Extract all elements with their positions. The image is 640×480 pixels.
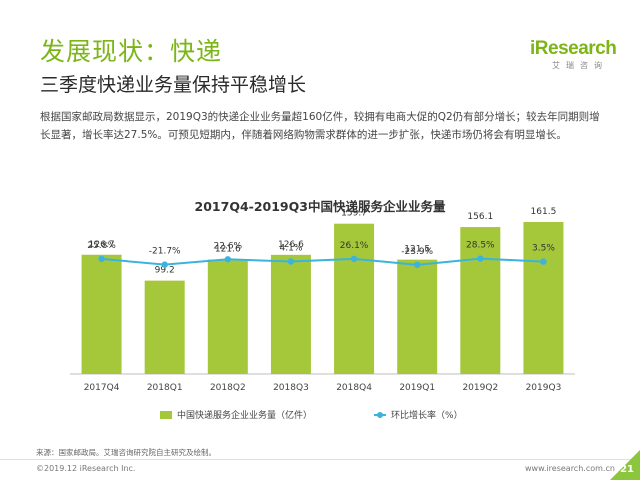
bar-value-label: 126.6 (278, 240, 304, 250)
legend-line-swatch (374, 411, 387, 418)
bar-value-label: 121.5 (404, 245, 430, 255)
growth-rate-label: 28.5% (466, 241, 495, 251)
bar-2019Q2 (460, 227, 501, 374)
growth-point-2017Q4 (98, 255, 105, 263)
x-tick-label: 2018Q4 (336, 383, 372, 393)
bar-value-label: 126.7 (89, 240, 115, 250)
logo-subtext: 艾瑞咨询 (552, 61, 608, 70)
bar-2019Q1 (397, 259, 438, 374)
chart-legend: 中国快递服务企业业务量（亿件） 环比增长率（%） (160, 408, 525, 421)
growth-rate-line (101, 257, 544, 266)
bar-2018Q1 (144, 280, 185, 374)
x-tick-label: 2018Q1 (147, 383, 183, 393)
bar-2018Q3 (270, 254, 311, 374)
x-tick-label: 2018Q3 (273, 383, 309, 393)
growth-rate-label: -21.7% (149, 247, 181, 257)
page-subtitle: 三季度快递业务量保持平稳增长 (40, 74, 307, 96)
footer-url[interactable]: www.iresearch.com.cn (525, 464, 615, 473)
growth-rate-label: 25.8% (87, 241, 116, 251)
growth-point-2019Q3 (540, 258, 547, 265)
bar-value-label: 159.7 (341, 209, 367, 219)
iresearch-logo: iResearch 艾瑞咨询 (530, 38, 617, 71)
legend-bar-swatch (160, 410, 172, 419)
x-tick-label: 2019Q1 (399, 383, 435, 393)
page-number: 21 (620, 464, 634, 475)
bar-2018Q2 (207, 259, 248, 374)
bar-value-label: 99.2 (155, 266, 175, 276)
legend-label-volume: 中国快递服务企业业务量（亿件） (177, 411, 313, 421)
chart-title: 2017Q4-2019Q3中国快递服务企业业务量 (194, 199, 446, 214)
bar-value-label: 121.6 (215, 245, 241, 255)
x-tick-label: 2018Q2 (210, 383, 246, 393)
growth-point-2019Q2 (477, 255, 484, 262)
growth-rate-label: -23.9% (401, 247, 433, 257)
page-corner-triangle (610, 450, 640, 480)
legend-label-growth: 环比增长率（%） (391, 411, 463, 421)
x-tick-label: 2017Q4 (84, 383, 120, 393)
bar-value-label: 161.5 (531, 207, 557, 217)
legend-item-growth: 环比增长率（%） (374, 408, 463, 421)
bar-2017Q4 (81, 254, 122, 374)
bar-2018Q4 (334, 223, 375, 374)
x-tick-label: 2019Q3 (526, 383, 562, 393)
growth-rate-label: 26.1% (340, 241, 369, 251)
bar-2019Q3 (523, 222, 564, 374)
growth-point-2019Q1 (413, 261, 421, 269)
description-text: 根据国家邮政局数据显示，2019Q3的快递企业业务量超160亿件，较拥有电商大促… (40, 111, 600, 141)
legend-item-volume: 中国快递服务企业业务量（亿件） (160, 408, 312, 421)
footer-divider (0, 459, 640, 460)
bar-value-label: 156.1 (467, 212, 493, 222)
growth-rate-label: 3.5% (532, 244, 555, 254)
source-note: 来源：国家邮政局。艾瑞咨询研究院自主研究及绘制。 (36, 448, 216, 457)
footer-copyright: ©2019.12 iResearch Inc. (36, 464, 136, 473)
growth-point-2018Q2 (224, 256, 232, 263)
logo-text: iResearch (530, 38, 617, 59)
x-tick-label: 2019Q2 (462, 383, 498, 393)
growth-point-2018Q4 (350, 255, 358, 263)
growth-point-2018Q1 (161, 261, 168, 268)
growth-point-2018Q3 (287, 258, 295, 265)
page-title: 发展现状：快递 (40, 37, 223, 66)
growth-rate-label: 4.1% (280, 244, 303, 254)
growth-rate-label: 22.6% (214, 241, 243, 251)
